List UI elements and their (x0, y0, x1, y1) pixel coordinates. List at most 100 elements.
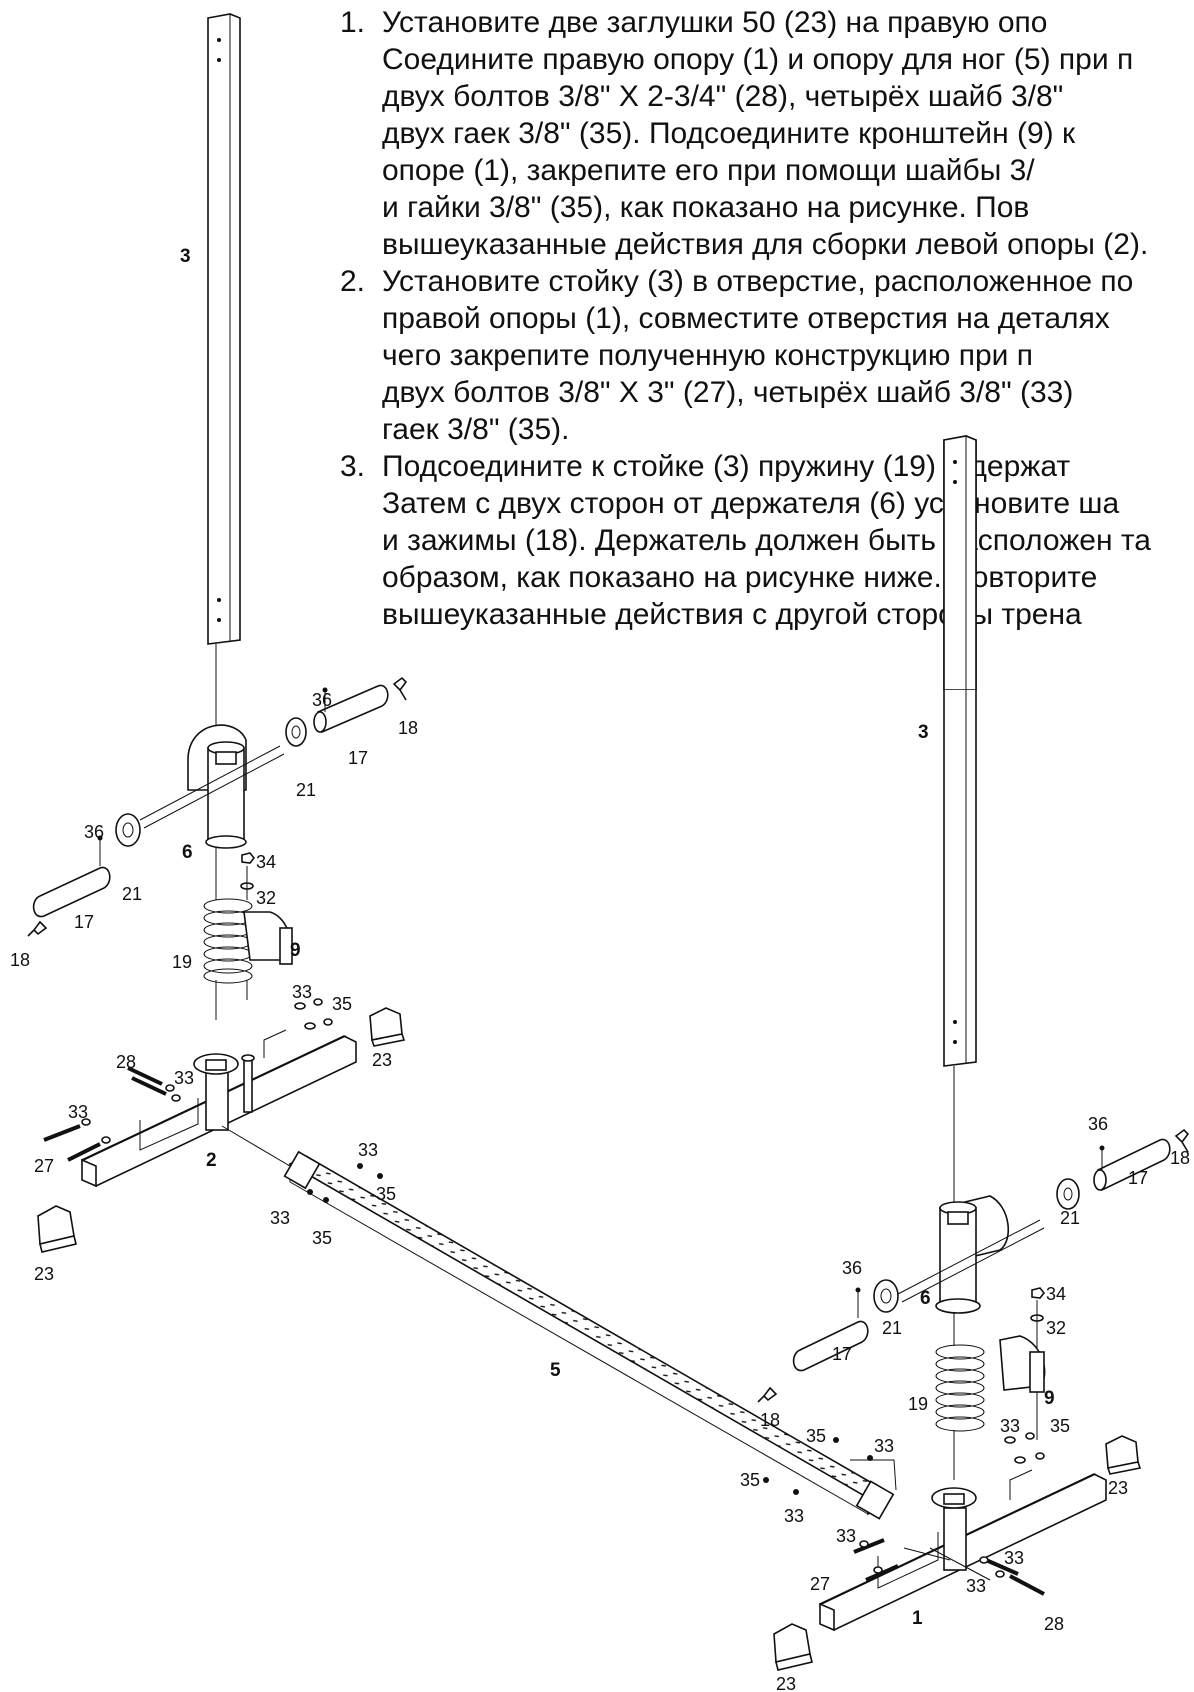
label-left-pin36a: 36 (312, 690, 332, 710)
step-line: двух болтов 3/8" X 3" (27), четырёх шайб… (382, 376, 1074, 409)
label-right-nut34: 34 (1046, 1284, 1066, 1304)
step-line: образом, как показано на рисунке ниже. П… (382, 561, 1098, 594)
label-left-roller21a: 21 (296, 780, 316, 800)
label-left-clip18b: 18 (10, 950, 30, 970)
label-left-n35a: 35 (332, 994, 352, 1014)
step-line: Затем с двух сторон от держателя (6) уст… (382, 487, 1120, 520)
label-left-cap23b: 23 (34, 1264, 54, 1284)
left-post-3 (207, 13, 241, 645)
right-base-1 (819, 1469, 1107, 1632)
label-foot-n35d: 35 (740, 1470, 760, 1490)
label-right-clip18b: 18 (760, 1410, 780, 1430)
label-left-w33a: 33 (292, 982, 312, 1002)
label-foot-n35b: 35 (312, 1228, 332, 1248)
step-number: 3. (340, 450, 366, 483)
label-left-sleeve17a: 17 (348, 748, 368, 768)
step-line: Установите две заглушки 50 (23) на праву… (382, 6, 1048, 39)
label-left-w33c: 33 (68, 1102, 88, 1122)
right-cap-23b (773, 1623, 813, 1671)
instruction-step-1: 1. Установите две заглушки 50 (23) на пр… (340, 4, 1194, 263)
left-assembly (27, 13, 408, 1253)
label-right-pin36a: 36 (1088, 1114, 1108, 1134)
label-left-nut34: 34 (256, 852, 276, 872)
left-clip-18b (27, 920, 48, 937)
right-labels: 3 6 19 9 1 36 18 17 21 36 21 17 18 34 32… (760, 722, 1190, 1692)
label-left-pin36b: 36 (84, 822, 104, 842)
step-line: Соедините правую опору (1) и опору для н… (382, 43, 1134, 76)
label-foot-w33b: 33 (270, 1208, 290, 1228)
right-post-top-overlay (943, 435, 977, 690)
right-holder-6 (935, 1195, 1009, 1314)
left-labels: 3 6 19 9 2 36 18 17 21 36 21 17 18 34 32… (10, 246, 418, 1284)
label-right-cap23b: 23 (776, 1674, 796, 1692)
label-left-post: 3 (180, 246, 191, 267)
left-base-2 (81, 1029, 357, 1188)
left-sleeve-17b (32, 866, 111, 918)
step-number: 1. (340, 6, 366, 39)
step-line: гаек 3/8" (35). (382, 413, 570, 446)
label-right-washer32: 32 (1046, 1318, 1066, 1338)
foot-tube-5 (283, 1150, 897, 1520)
left-bolt-27 (43, 1118, 111, 1162)
label-left-bracket: 9 (290, 940, 301, 961)
label-left-base: 2 (206, 1150, 217, 1171)
label-foot-w33d: 33 (784, 1506, 804, 1526)
label-right-clip18a: 18 (1170, 1148, 1190, 1168)
step-line: опоре (1), закрепите его при помощи шайб… (382, 154, 1035, 187)
label-foot-n35c: 35 (806, 1426, 826, 1446)
label-right-post: 3 (918, 722, 929, 743)
left-bolt-28 (127, 1066, 181, 1102)
step-line: правой опоры (1), совместите отверстия н… (382, 302, 1110, 335)
label-foot-tube: 5 (550, 1360, 561, 1381)
left-roller-21b (115, 813, 141, 847)
label-right-n35a: 35 (1050, 1416, 1070, 1436)
right-clip-18b (757, 1386, 778, 1403)
assembly-instructions: 1. Установите две заглушки 50 (23) на пр… (340, 4, 1194, 694)
left-clip-18a (392, 676, 408, 701)
left-roller-21a (285, 717, 307, 747)
label-right-roller21a: 21 (1060, 1208, 1080, 1228)
label-right-sleeve17a: 17 (1128, 1168, 1148, 1188)
left-cap-23b (37, 1205, 77, 1253)
left-holder-6 (187, 724, 247, 849)
step-line: вышеуказанные действия для сборки левой … (382, 228, 1149, 261)
step-line: двух гаек 3/8" (35). Подсоедините кроншт… (382, 117, 1076, 150)
step-line: чего закрепите полученную конструкцию пр… (382, 339, 1034, 372)
label-left-clip18a: 18 (398, 718, 418, 738)
label-right-w33d: 33 (966, 1576, 986, 1596)
step-line: двух болтов 3/8" X 2-3/4" (28), четырёх … (382, 80, 1064, 113)
step-line: Подсоедините к стойке (3) пружину (19) и… (382, 450, 1071, 483)
right-roller-21b (873, 1279, 899, 1313)
step-line: Установите стойку (3) в отверстие, распо… (382, 265, 1134, 298)
right-spring-19 (935, 1344, 986, 1432)
step-line: и гайки 3/8" (35), как показано на рисун… (382, 191, 1030, 224)
left-cap-23a (369, 1007, 406, 1047)
label-right-base: 1 (912, 1608, 923, 1629)
label-foot-w33c: 33 (874, 1436, 894, 1456)
label-right-holder: 6 (920, 1288, 931, 1309)
left-nut-34 (241, 852, 256, 864)
label-left-spring: 19 (172, 952, 192, 972)
left-sleeve-17a (317, 684, 389, 734)
right-clip-18a (1174, 1128, 1190, 1153)
right-bolt-27 (853, 1538, 899, 1582)
label-right-spring: 19 (908, 1394, 928, 1414)
label-right-cap23a: 23 (1108, 1478, 1128, 1498)
instruction-step-3: 3. Подсоедините к стойке (3) пружину (19… (340, 448, 1194, 633)
label-right-bolt28: 28 (1044, 1614, 1064, 1634)
label-right-w33c: 33 (1004, 1548, 1024, 1568)
label-left-holder: 6 (182, 842, 193, 863)
right-roller-21a (1056, 1178, 1080, 1210)
label-right-roller21b: 21 (882, 1318, 902, 1338)
label-right-bolt27: 27 (810, 1574, 830, 1594)
label-left-w33b: 33 (174, 1068, 194, 1088)
right-bolt-28 (979, 1556, 1045, 1596)
label-foot-n35a: 35 (376, 1184, 396, 1204)
right-assembly (757, 435, 1190, 1671)
label-left-roller21b: 21 (122, 884, 142, 904)
step-number: 2. (340, 265, 366, 298)
label-left-sleeve17b: 17 (74, 912, 94, 932)
label-right-bracket: 9 (1044, 1388, 1055, 1409)
label-left-bolt28: 28 (116, 1052, 136, 1072)
